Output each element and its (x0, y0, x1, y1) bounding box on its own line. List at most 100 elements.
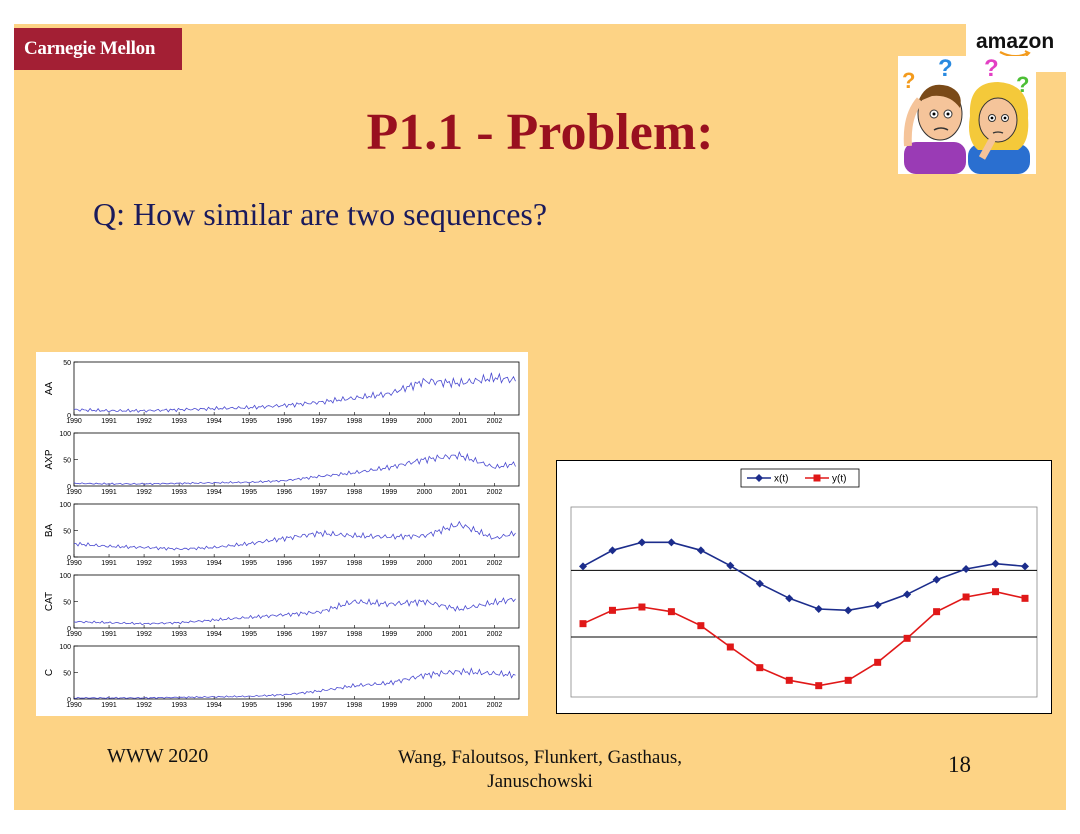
x-tick-label: 1996 (276, 418, 292, 425)
x-tick-label: 2002 (487, 560, 503, 567)
confused-people-icon: ? ? ? ? (898, 55, 1036, 174)
stock-panel-frame (73, 432, 520, 487)
y-tick-label: 50 (63, 458, 71, 465)
amazon-logo: amazon (976, 30, 1055, 53)
svg-text:?: ? (938, 56, 953, 82)
footer-venue: WWW 2020 (107, 745, 209, 767)
legend-marker (755, 474, 763, 482)
x-tick-label: 2000 (417, 560, 433, 567)
series-point (667, 538, 676, 547)
footer-authors-line1: Wang, Faloutsos, Flunkert, Gasthaus, (398, 747, 682, 768)
y-tick-label: 0 (67, 555, 71, 562)
x-tick-label: 1993 (171, 702, 187, 709)
x-tick-label: 1999 (382, 489, 398, 496)
x-tick-label: 1998 (347, 631, 363, 638)
page-number: 18 (948, 752, 971, 777)
x-tick-label: 2001 (452, 702, 468, 709)
panel-ylabel-cat: CAT (44, 592, 55, 611)
x-tick-label: 1996 (276, 631, 292, 638)
legend-label: x(t) (774, 474, 788, 485)
xy-series-chart: x(t) y(t) (556, 460, 1052, 714)
series-point (903, 590, 912, 599)
stock-price-charts: 0 50 AA 1990 1991 1992 1993 1994 1995 1996 1997 199… (36, 352, 528, 716)
legend-box (740, 468, 860, 488)
x-tick-label: 1995 (241, 702, 257, 709)
x-tick-label: 1992 (136, 560, 152, 567)
stock-panel-frame (73, 574, 520, 629)
stock-series-axp (73, 450, 516, 486)
series-point (608, 546, 617, 555)
y-tick-label: 0 (67, 413, 71, 420)
stock-series-c (73, 667, 516, 700)
panel-ylabel-aa: AA (44, 382, 55, 396)
series-point (785, 594, 794, 603)
x-tick-label: 1998 (347, 489, 363, 496)
series-point (726, 561, 735, 570)
x-tick-label: 1994 (206, 560, 222, 567)
x-tick-label: 1995 (241, 489, 257, 496)
series-point (992, 588, 1000, 596)
x-tick-label: 1995 (241, 631, 257, 638)
x-tick-label: 2001 (452, 489, 468, 496)
stock-series-aa (73, 372, 516, 413)
stock-panel-frame (73, 503, 520, 558)
x-tick-label: 1993 (171, 631, 187, 638)
x-tick-label: 1994 (206, 702, 222, 709)
series-point (815, 682, 823, 690)
x-tick-label: 1990 (66, 489, 82, 496)
stock-panel-frame (73, 361, 520, 416)
x-tick-label: 1991 (101, 631, 117, 638)
x-tick-label: 1997 (311, 489, 327, 496)
stock-series-cat (73, 597, 516, 626)
x-tick-label: 2001 (452, 631, 468, 638)
series-point (874, 658, 882, 666)
x-tick-label: 1990 (66, 418, 82, 425)
x-tick-label: 2001 (452, 560, 468, 567)
xy-plot-area (570, 506, 1038, 698)
x-tick-label: 1997 (311, 702, 327, 709)
series-line-1 (582, 590, 1026, 687)
x-tick-label: 1991 (101, 560, 117, 567)
panel-ylabel-ba: BA (44, 524, 55, 538)
svg-text:?: ? (984, 56, 999, 82)
series-point (579, 562, 587, 571)
series-line-0 (582, 541, 1026, 612)
series-point (814, 605, 823, 613)
y-tick-label: 50 (63, 600, 71, 607)
x-tick-label: 1994 (206, 418, 222, 425)
x-tick-label: 2001 (452, 418, 468, 425)
y-tick-label: 50 (63, 360, 71, 367)
x-tick-label: 1990 (66, 560, 82, 567)
x-tick-label: 1999 (382, 631, 398, 638)
series-point (785, 676, 793, 684)
x-tick-label: 1992 (136, 418, 152, 425)
x-tick-label: 1996 (276, 702, 292, 709)
footer-authors-line2: Januschowski (487, 771, 593, 792)
xy-chart-svg: x(t) y(t) (570, 468, 1038, 698)
x-tick-label: 1996 (276, 489, 292, 496)
x-tick-label: 1998 (347, 702, 363, 709)
series-point (579, 620, 587, 628)
y-tick-label: 0 (67, 697, 71, 704)
x-tick-label: 2000 (417, 489, 433, 496)
stock-panel-frame (73, 645, 520, 700)
y-tick-label: 50 (63, 529, 71, 536)
x-tick-label: 1993 (171, 560, 187, 567)
x-tick-label: 1996 (276, 560, 292, 567)
series-point (638, 603, 646, 611)
x-tick-label: 1997 (311, 560, 327, 567)
series-point (873, 601, 882, 609)
series-point (637, 538, 646, 547)
x-tick-label: 2002 (487, 489, 503, 496)
svg-text:?: ? (902, 68, 915, 93)
y-tick-label: 50 (63, 671, 71, 678)
series-point (903, 634, 911, 642)
series-point (1021, 594, 1029, 602)
series-point (1021, 562, 1029, 571)
series-point (726, 643, 734, 651)
y-tick-label: 100 (59, 502, 71, 509)
legend-label: y(t) (832, 474, 846, 485)
x-tick-label: 1995 (241, 560, 257, 567)
x-tick-label: 1991 (101, 702, 117, 709)
x-tick-label: 1990 (66, 631, 82, 638)
